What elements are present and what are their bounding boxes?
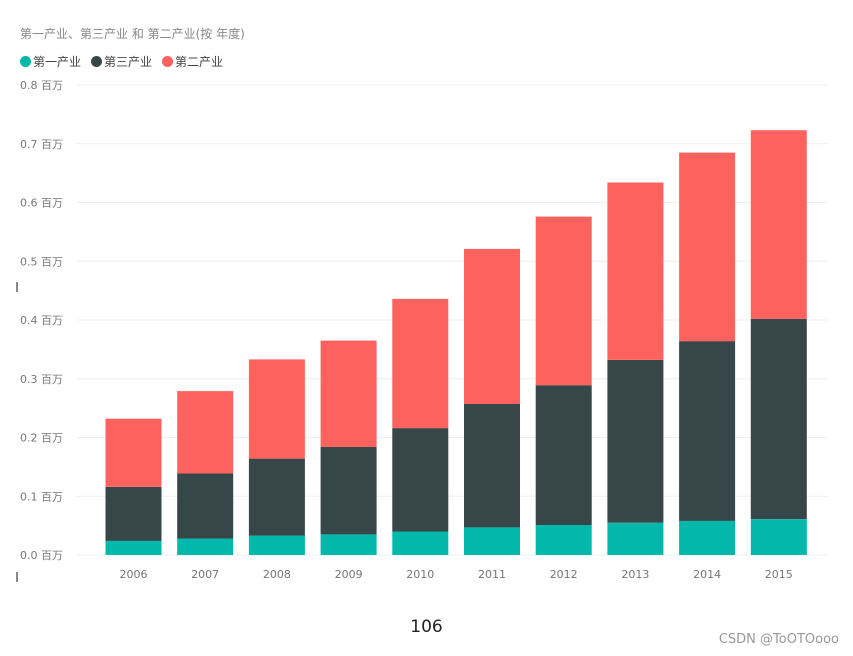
legend: 第一产业 第三产业 第二产业 <box>20 53 233 70</box>
bar-segment-2013-0[interactable] <box>607 522 664 555</box>
bar-segment-2006-0[interactable] <box>105 540 162 555</box>
bar-segment-2008-1[interactable] <box>248 458 305 536</box>
bar-segment-2014-2[interactable] <box>679 152 736 342</box>
legend-swatch-tertiary <box>91 56 103 67</box>
bar-segment-2007-2[interactable] <box>177 391 234 474</box>
bar-segment-2015-2[interactable] <box>750 130 807 319</box>
legend-swatch-primary <box>20 56 31 67</box>
legend-label-primary: 第一产业 <box>33 55 82 69</box>
x-tick-label: 2014 <box>693 568 721 581</box>
legend-item-primary[interactable]: 第一产业 <box>20 53 81 70</box>
x-tick-label: 2015 <box>765 568 793 581</box>
chart-title: 第一产业、第三产业 和 第二产业(按 年度) <box>20 27 245 41</box>
bar-segment-2009-2[interactable] <box>320 340 377 447</box>
bar-segment-2014-0[interactable] <box>679 520 736 555</box>
bar-segment-2008-2[interactable] <box>248 359 305 459</box>
legend-label-tertiary: 第三产业 <box>104 55 153 69</box>
bar-segment-2009-1[interactable] <box>320 446 377 535</box>
stacked-bar-chart: 0.0 百万 0.1 百万 0.2 百万 0.3 百万 0.4 百万 0.5 百万 0.6 … <box>20 79 828 581</box>
x-tick-label: 2009 <box>335 568 363 581</box>
y-axis-ticks: 0.0 百万 0.1 百万 0.2 百万 0.3 百万 0.4 百万 0.5 百万 0.6 … <box>20 79 63 562</box>
bar-segment-2015-0[interactable] <box>750 519 807 555</box>
bar-segment-2012-2[interactable] <box>535 216 592 386</box>
y-tick-label: 0.4 百万 <box>20 314 63 327</box>
y-tick-label: 0.8 百万 <box>20 79 63 92</box>
bar-segment-2012-1[interactable] <box>535 385 592 525</box>
x-tick-label: 2008 <box>263 568 291 581</box>
bar-segment-2010-0[interactable] <box>392 531 449 556</box>
legend-label-secondary: 第二产业 <box>175 55 224 69</box>
watermark: CSDN @ToOTOooo <box>718 632 839 647</box>
bar-segment-2007-0[interactable] <box>177 538 234 556</box>
x-tick-label: 2007 <box>191 568 219 581</box>
y-tick-label: 0.3 百万 <box>20 373 63 386</box>
bar-segment-2012-0[interactable] <box>535 525 592 555</box>
y-tick-label: 0.2 百万 <box>20 432 63 445</box>
y-tick-label: 0.5 百万 <box>20 255 63 268</box>
y-tick-label: 0.1 百万 <box>20 490 63 503</box>
bar-segment-2009-0[interactable] <box>320 534 377 555</box>
x-axis-ticks: 2006 2007 2008 2009 2010 2011 2012 2013 2014 2015 <box>120 568 793 581</box>
y-tick-label: 0.6 百万 <box>20 197 63 210</box>
y-tick-label: 0.7 百万 <box>20 138 63 151</box>
bar-segment-2006-1[interactable] <box>105 486 162 541</box>
legend-item-tertiary[interactable]: 第三产业 <box>91 53 152 70</box>
bar-segment-2011-1[interactable] <box>464 404 520 528</box>
x-tick-label: 2012 <box>550 568 578 581</box>
legend-swatch-secondary <box>162 56 174 67</box>
bar-segment-2010-1[interactable] <box>392 428 449 532</box>
bar-segment-2013-1[interactable] <box>607 360 664 523</box>
scroll-marker-bottom <box>16 572 18 582</box>
bar-segment-2006-2[interactable] <box>105 418 162 487</box>
bar-segment-2008-0[interactable] <box>248 535 305 555</box>
x-tick-label: 2006 <box>120 568 148 581</box>
page-number: 106 <box>410 617 443 637</box>
bar-segment-2011-0[interactable] <box>464 527 520 555</box>
bar-segment-2007-1[interactable] <box>177 473 234 539</box>
bar-segment-2014-1[interactable] <box>679 341 736 521</box>
x-tick-label: 2013 <box>621 568 649 581</box>
bar-segment-2011-2[interactable] <box>464 248 520 404</box>
bars <box>105 130 807 556</box>
scroll-marker-top <box>16 282 18 292</box>
bar-segment-2015-1[interactable] <box>750 318 807 520</box>
y-tick-label: 0.0 百万 <box>20 549 63 562</box>
bar-segment-2013-2[interactable] <box>607 182 664 360</box>
x-tick-label: 2011 <box>478 568 506 581</box>
legend-item-secondary[interactable]: 第二产业 <box>162 53 223 70</box>
bar-segment-2010-2[interactable] <box>392 298 449 429</box>
x-tick-label: 2010 <box>406 568 434 581</box>
